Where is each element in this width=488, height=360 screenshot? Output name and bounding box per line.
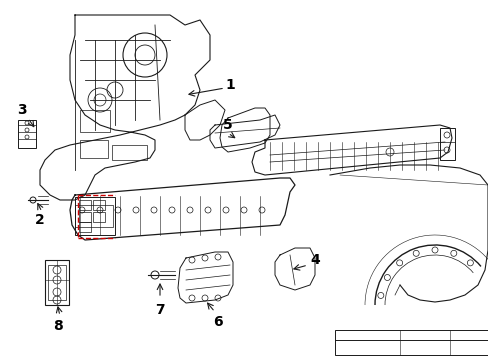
Bar	[334, 330, 487, 355]
Bar	[112, 145, 147, 160]
Bar	[80, 110, 110, 132]
Text: 4: 4	[309, 253, 319, 267]
Bar	[79, 222, 91, 232]
Text: 6: 6	[213, 315, 223, 329]
Bar	[18, 120, 36, 148]
Text: 1: 1	[224, 78, 234, 92]
Text: 8: 8	[53, 319, 63, 333]
Bar	[80, 140, 108, 158]
Text: 7: 7	[155, 303, 164, 317]
Bar	[93, 200, 105, 210]
Bar	[75, 205, 113, 227]
Bar	[439, 128, 454, 160]
Bar	[79, 200, 91, 210]
Bar	[75, 197, 115, 235]
Text: 3: 3	[17, 103, 27, 117]
Bar	[45, 260, 69, 305]
Text: 5: 5	[223, 118, 232, 132]
Bar	[79, 212, 91, 222]
Text: 2: 2	[35, 213, 45, 227]
Bar	[93, 212, 105, 222]
Bar	[48, 265, 66, 300]
